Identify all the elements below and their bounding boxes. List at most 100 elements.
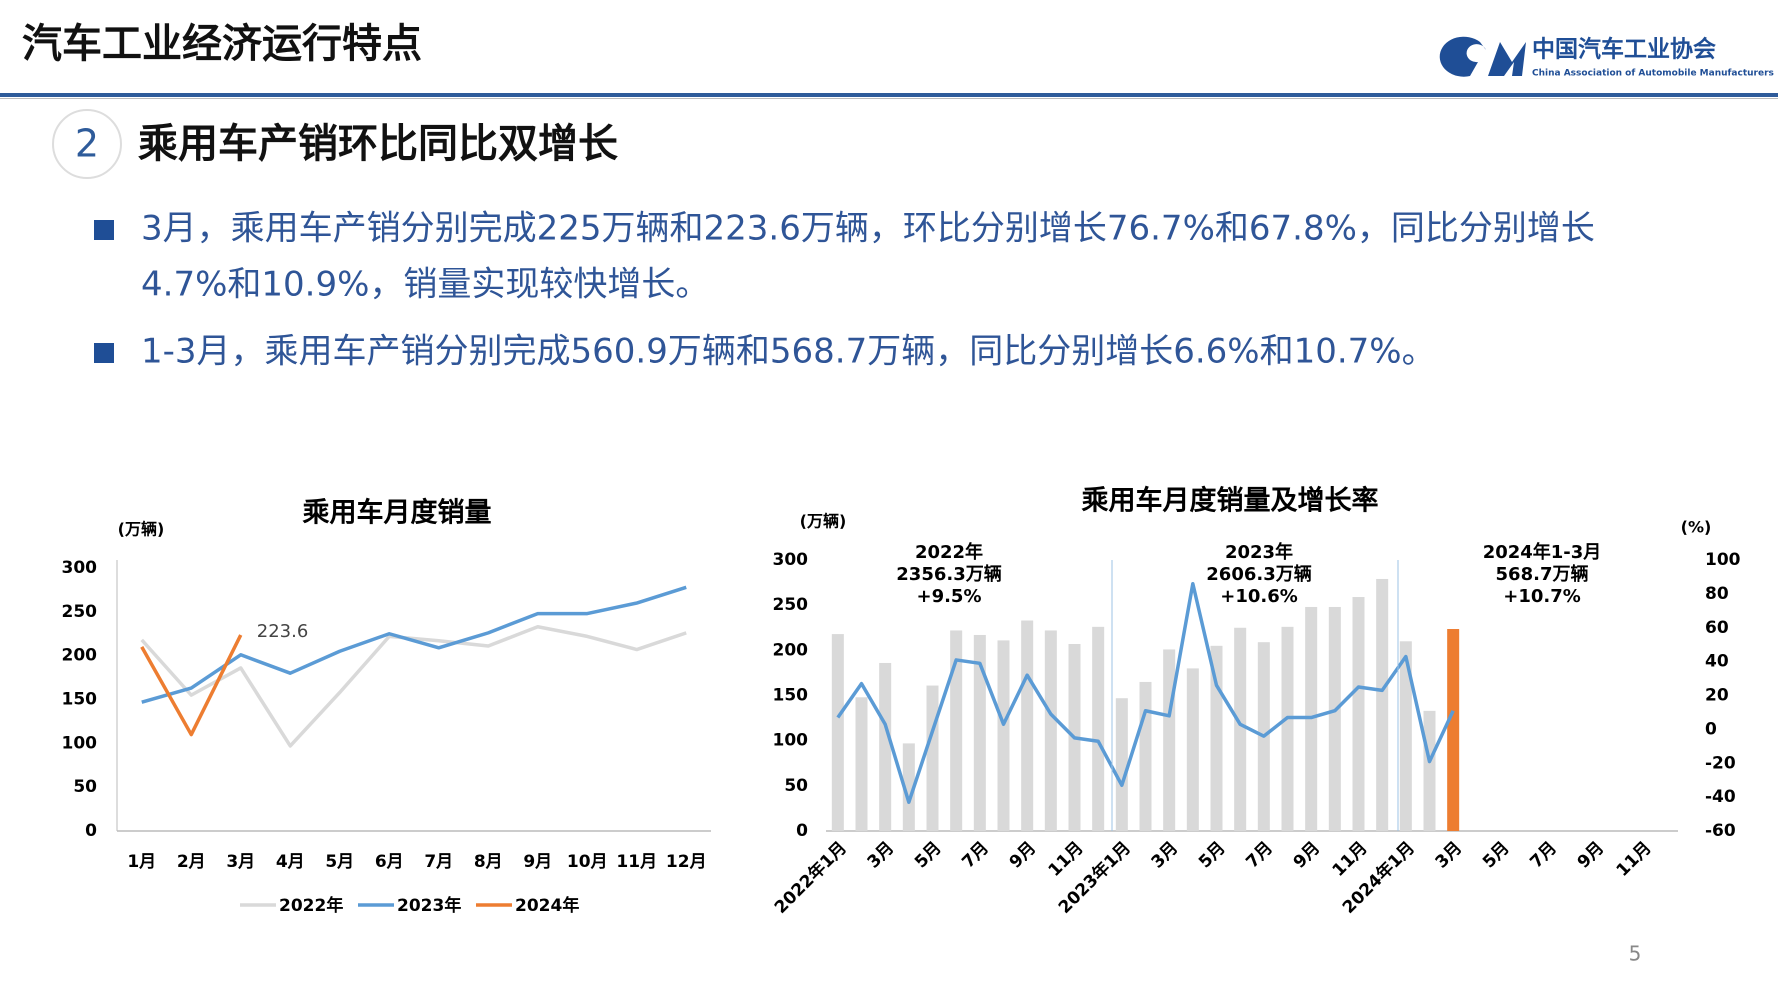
legend-label: 2023年: [397, 895, 461, 916]
bar: [1328, 606, 1341, 831]
y2-axis-label: (%): [1681, 518, 1712, 537]
x-tick-label: 6月: [375, 852, 404, 872]
x-tick-label: 9月: [1574, 838, 1609, 873]
x-tick-label: 11月: [616, 852, 657, 872]
bar: [1399, 641, 1412, 831]
x-tick-label: 11月: [1329, 838, 1372, 881]
x-tick-label: 11月: [1045, 838, 1088, 881]
annotation: +10.6%: [1220, 586, 1298, 607]
bar: [1115, 698, 1128, 831]
y-tick-label: 250: [62, 602, 98, 622]
x-tick-label: 9月: [1006, 838, 1041, 873]
x-tick-label: 7月: [424, 852, 453, 872]
x-tick-label: 2月: [177, 852, 206, 872]
y-axis-label: (万辆): [800, 512, 847, 531]
org-name: 中国汽车工业协会: [1532, 36, 1716, 63]
x-tick-label: 3月: [1432, 838, 1467, 873]
bar: [997, 640, 1010, 831]
annotation: 2024年1-3月: [1483, 541, 1602, 563]
y-tick-label: 150: [773, 686, 809, 706]
y-tick-label: 0: [85, 821, 97, 841]
bar: [1021, 620, 1034, 831]
x-tick-label: 1月: [127, 852, 156, 872]
bar: [1186, 668, 1199, 831]
x-tick-label: 3月: [1148, 838, 1183, 873]
x-tick-label: 5月: [1195, 838, 1230, 873]
x-tick-label: 3月: [864, 838, 899, 873]
annotation: 568.7万辆: [1496, 563, 1589, 585]
y-tick-label: 100: [773, 731, 809, 751]
header-rule: [0, 93, 1778, 97]
y2-tick-label: 80: [1705, 584, 1729, 604]
data-label: 223.6: [257, 621, 309, 642]
bar: [1234, 627, 1247, 831]
bullet-marker: [94, 220, 114, 240]
bullet-text: 3月，乘用车产销分别完成225万辆和223.6万辆，环比分别增长76.7%和67…: [141, 209, 1595, 249]
bar: [831, 634, 844, 831]
x-tick-label: 9月: [523, 852, 552, 872]
header-rule-thin: [0, 98, 1778, 99]
x-tick-label: 11月: [1613, 838, 1656, 881]
bar: [855, 697, 868, 831]
x-tick-label: 9月: [1290, 838, 1325, 873]
bar: [950, 630, 963, 831]
x-tick-label: 5月: [1479, 838, 1514, 873]
x-tick-label: 3月: [226, 852, 255, 872]
chart-title: 乘用车月度销量及增长率: [1081, 485, 1379, 517]
y-tick-label: 100: [62, 733, 98, 753]
y2-tick-label: 40: [1705, 652, 1729, 672]
legend-label: 2024年: [515, 895, 579, 916]
logo-mark: [1488, 42, 1526, 76]
y2-tick-label: 20: [1705, 686, 1729, 706]
annotation: +10.7%: [1503, 586, 1581, 607]
y2-tick-label: 0: [1705, 719, 1717, 739]
y-tick-label: 300: [62, 558, 98, 578]
y-tick-label: 150: [62, 690, 98, 710]
section-number: 2: [75, 122, 99, 166]
bar: [1139, 681, 1152, 831]
x-tick-label: 5月: [911, 838, 946, 873]
y2-tick-label: 100: [1705, 550, 1741, 570]
page-number: 5: [1629, 942, 1642, 966]
bar: [879, 662, 892, 831]
bar: [1447, 629, 1460, 831]
y-tick-label: 200: [773, 640, 809, 660]
logo: [1439, 36, 1526, 77]
x-tick-label: 12月: [666, 852, 707, 872]
section-heading: 乘用车产销环比同比双增长: [138, 121, 618, 167]
x-tick-label: 7月: [1526, 838, 1561, 873]
x-tick-label: 5月: [325, 852, 354, 872]
chart-title: 乘用车月度销量: [302, 497, 492, 529]
y-tick-label: 200: [62, 646, 98, 666]
bar: [1376, 578, 1389, 831]
x-tick-label: 8月: [474, 852, 503, 872]
bar: [926, 685, 939, 831]
data-line: [140, 624, 687, 748]
legend-label: 2022年: [279, 895, 343, 916]
bar: [1044, 630, 1057, 831]
x-tick-label: 2022年1月: [770, 837, 851, 918]
y-tick-label: 50: [73, 777, 97, 797]
bar: [973, 634, 986, 831]
annotation: 2356.3万辆: [896, 563, 1001, 585]
y2-tick-label: 60: [1705, 618, 1729, 638]
y-tick-label: 250: [773, 595, 809, 615]
logo-mark: [1439, 36, 1486, 77]
y-tick-label: 300: [773, 550, 809, 570]
y2-tick-label: -60: [1705, 821, 1736, 841]
data-line: [836, 581, 1455, 804]
annotation: +9.5%: [916, 586, 981, 607]
bar: [1423, 710, 1436, 831]
data-line: [141, 585, 687, 704]
bar: [1281, 626, 1294, 831]
y-axis-label: (万辆): [118, 520, 165, 539]
org-name-en: China Association of Automobile Manufact…: [1532, 69, 1774, 79]
bar: [1352, 597, 1365, 831]
bar: [1163, 649, 1176, 831]
annotation: 2606.3万辆: [1206, 563, 1311, 585]
y2-tick-label: -40: [1705, 787, 1736, 807]
annotation: 2022年: [915, 541, 983, 563]
bullet-marker: [94, 343, 114, 363]
bar: [902, 743, 915, 831]
